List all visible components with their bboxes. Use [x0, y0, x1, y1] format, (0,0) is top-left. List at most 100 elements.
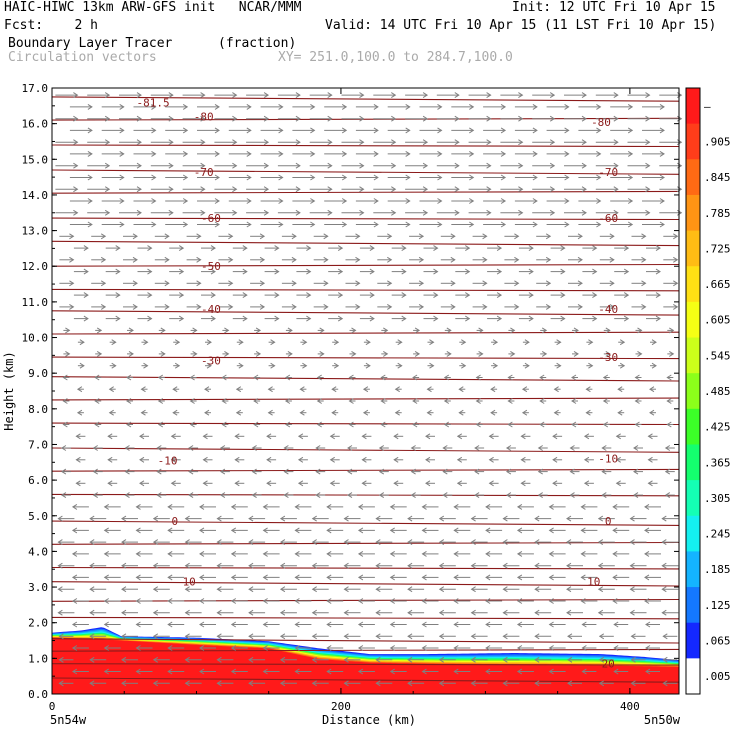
- vector-arrowhead: [79, 362, 85, 369]
- vector-arrowhead: [128, 350, 134, 357]
- vector-arrowhead: [577, 280, 583, 287]
- vector-arrowhead: [199, 550, 205, 557]
- vector-arrowhead: [341, 103, 348, 110]
- vector-arrowhead: [178, 268, 185, 275]
- vector-arrowhead: [157, 374, 164, 381]
- isotherm-line: [51, 240, 680, 247]
- vector-arrowhead: [60, 492, 67, 499]
- vector-arrowhead: [375, 539, 381, 546]
- vector-arrowhead: [189, 374, 195, 381]
- vector-arrowhead: [115, 315, 121, 322]
- vector-arrowhead: [426, 409, 432, 416]
- vector-arrowhead: [518, 162, 524, 169]
- field-name: Boundary Layer Tracer: [8, 36, 173, 51]
- vector-arrowhead: [500, 103, 507, 110]
- vector-arrowhead: [151, 127, 157, 134]
- vector-arrowhead: [645, 162, 651, 169]
- vector-arrowhead: [69, 280, 75, 287]
- vector-arrowhead: [200, 139, 206, 146]
- vector-arrowhead: [103, 621, 109, 628]
- vector-arrowhead: [397, 339, 403, 346]
- vector-arrowhead: [633, 492, 639, 499]
- vector-arrowhead: [315, 468, 321, 475]
- field-units: (fraction): [218, 36, 297, 51]
- vector-arrowhead: [174, 339, 181, 346]
- vector-arrowhead: [629, 609, 635, 616]
- vector-arrowhead: [182, 103, 189, 110]
- vector-arrowhead: [612, 503, 618, 510]
- vector-arrowhead: [291, 303, 297, 310]
- vector-arrowhead: [136, 92, 142, 99]
- vector-arrowhead: [57, 539, 63, 546]
- vector-arrowhead: [425, 433, 431, 440]
- isotherm-label: -70: [194, 166, 214, 179]
- vector-arrowhead: [514, 280, 520, 287]
- vector-arrowhead: [521, 386, 528, 393]
- vector-arrowhead: [316, 421, 322, 428]
- vector-arrowhead: [121, 656, 127, 663]
- vector-arrowhead: [143, 362, 149, 369]
- vector-arrowhead: [475, 398, 481, 404]
- vector-arrowhead: [283, 492, 289, 499]
- vector-arrowhead: [596, 174, 602, 181]
- vector-arrowhead: [71, 527, 78, 534]
- vector-arrowhead: [629, 539, 635, 546]
- isotherm-line: [51, 447, 680, 453]
- vector-arrowhead: [454, 139, 460, 146]
- vector-arrowhead: [230, 574, 237, 581]
- vector-arrowhead: [357, 645, 364, 651]
- vector-arrowhead: [469, 174, 475, 181]
- vector-arrowhead: [453, 598, 459, 604]
- vector-arrowhead: [73, 115, 79, 122]
- vector-arrowhead: [246, 103, 252, 110]
- vector-arrowhead: [453, 527, 459, 534]
- vector-arrowhead: [613, 115, 619, 122]
- vector-arrowhead: [623, 245, 630, 252]
- vector-arrowhead: [311, 609, 317, 616]
- vector-arrowhead: [405, 103, 411, 110]
- vector-arrowhead: [613, 209, 619, 216]
- vector-arrowhead: [100, 233, 107, 240]
- vector-arrowhead: [310, 127, 316, 134]
- vector-arrowhead: [327, 115, 333, 122]
- vector-arrowhead: [278, 150, 284, 157]
- vector-arrowhead: [103, 645, 109, 651]
- x-tick-label: 200: [331, 700, 351, 713]
- vector-arrowhead: [62, 374, 68, 381]
- vector-arrowhead: [470, 562, 476, 569]
- vector-arrowhead: [438, 609, 445, 616]
- vector-arrowhead: [373, 221, 379, 228]
- vector-arrowhead: [170, 456, 176, 463]
- vector-arrowhead: [633, 445, 639, 451]
- vector-arrowhead: [119, 150, 125, 157]
- vector-arrowhead: [262, 621, 268, 628]
- vector-arrowhead: [651, 362, 657, 369]
- vector-arrowhead: [216, 633, 222, 640]
- vector-arrowhead: [73, 209, 79, 216]
- vector-arrowhead: [634, 374, 640, 381]
- vector-arrowhead: [566, 609, 572, 616]
- vector-arrowhead: [637, 327, 643, 334]
- vector-arrowhead: [87, 221, 93, 228]
- vector-arrowhead: [516, 574, 523, 581]
- vector-arrowhead: [65, 327, 71, 334]
- vector-arrowhead: [588, 339, 594, 346]
- vector-arrowhead: [373, 174, 379, 181]
- vector-arrowhead: [230, 550, 237, 557]
- vector-arrowhead: [124, 445, 130, 451]
- vector-arrowhead: [200, 92, 206, 99]
- vector-arrowhead: [581, 92, 587, 99]
- vector-arrowhead: [246, 198, 252, 204]
- vector-arrowhead: [534, 609, 540, 616]
- vector-arrowhead: [326, 668, 332, 675]
- vector-arrowhead: [387, 303, 393, 310]
- vector-arrowhead: [124, 492, 130, 499]
- vector-arrowhead: [645, 92, 651, 99]
- vector-arrowhead: [295, 162, 301, 169]
- vector-arrowhead: [251, 468, 257, 475]
- vector-arrowhead: [75, 480, 81, 487]
- isotherm-label: 10: [183, 576, 196, 589]
- y-tick-label: 4.0: [28, 545, 48, 558]
- vector-arrowhead: [143, 339, 149, 346]
- vector-arrowhead: [475, 421, 481, 428]
